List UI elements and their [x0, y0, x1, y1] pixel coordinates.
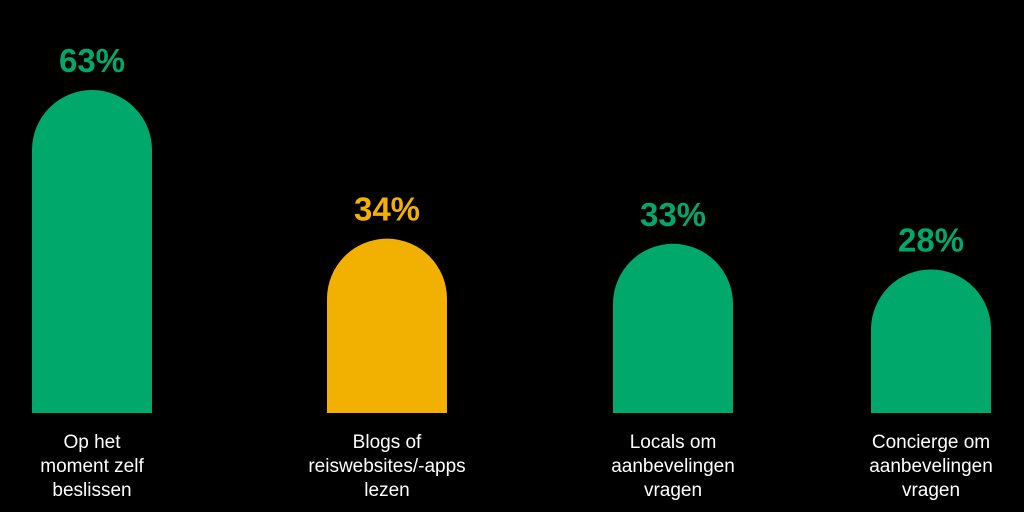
- category-label-line: aanbevelingen: [869, 456, 993, 477]
- value-label-2: 34%: [354, 191, 420, 228]
- category-labels-group: Op het moment zelf beslissen Blogs of reiswe…: [40, 432, 993, 501]
- category-label-line: moment zelf: [40, 456, 144, 477]
- category-label-2: Blogs of reiswebsites/-apps lezen: [308, 432, 465, 501]
- value-labels-group: 63% 34% 33% 28%: [59, 42, 964, 258]
- category-label-4: Concierge om aanbevelingen vragen: [869, 432, 993, 501]
- bars-group: [32, 90, 992, 413]
- bar-4: [871, 269, 992, 413]
- category-label-line: lezen: [364, 480, 409, 501]
- category-label-line: vragen: [902, 480, 960, 501]
- category-label-line: Locals om: [630, 432, 717, 453]
- bar-3: [613, 243, 733, 413]
- category-label-line: vragen: [644, 480, 702, 501]
- category-label-line: Blogs of: [353, 432, 422, 453]
- value-label-3: 33%: [640, 196, 706, 233]
- category-label-line: beslissen: [52, 480, 131, 501]
- value-label-1: 63%: [59, 42, 125, 79]
- category-label-line: reiswebsites/-apps: [308, 456, 465, 477]
- category-label-line: Concierge om: [872, 432, 990, 453]
- bar-2: [327, 238, 447, 413]
- category-label-line: aanbevelingen: [611, 456, 735, 477]
- category-label-line: Op het: [63, 432, 121, 453]
- value-label-4: 28%: [898, 221, 964, 258]
- category-label-1: Op het moment zelf beslissen: [40, 432, 144, 501]
- bar-1: [32, 90, 152, 413]
- category-label-3: Locals om aanbevelingen vragen: [611, 432, 735, 501]
